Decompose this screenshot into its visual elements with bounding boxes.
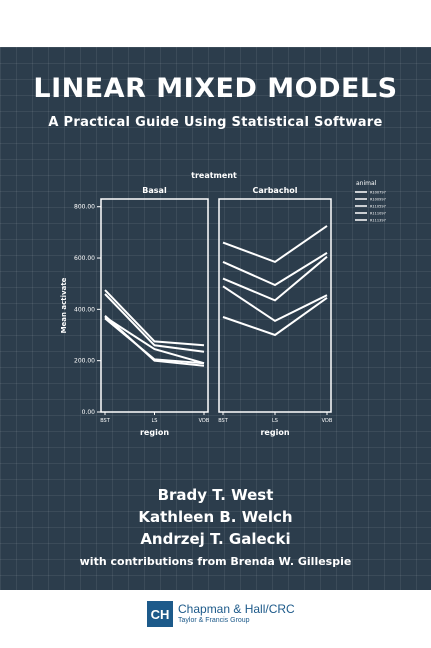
book-cover: LINEAR MIXED MODELS A Practical Guide Us… bbox=[0, 47, 431, 590]
y-tick-label: 600.00 bbox=[74, 255, 95, 262]
panel-frame-carbachol bbox=[218, 198, 332, 413]
legend-title: animal bbox=[356, 180, 377, 187]
y-tick-label: 400.00 bbox=[74, 306, 95, 313]
publisher-name: Chapman & Hall/CRC bbox=[178, 602, 295, 616]
x-axis-label: region bbox=[140, 428, 169, 437]
x-tick-label: LS bbox=[152, 418, 158, 424]
y-tick-label: 0.00 bbox=[82, 409, 96, 416]
series-line-basal-1 bbox=[104, 293, 205, 353]
series-line-carbachol-1 bbox=[222, 252, 328, 287]
y-axis-label: Mean activate bbox=[60, 277, 68, 333]
series-line-carbachol-0 bbox=[222, 225, 328, 264]
x-tick-label: LS bbox=[272, 418, 278, 424]
author-3: Andrzej T. Galecki bbox=[140, 530, 291, 548]
publisher-subtitle: Taylor & Francis Group bbox=[178, 617, 250, 624]
legend-label: R100797 bbox=[370, 191, 386, 195]
series-line-carbachol-4 bbox=[222, 296, 328, 337]
chart-strip-title: treatment bbox=[191, 171, 237, 180]
series-line-basal-4 bbox=[104, 315, 205, 367]
publisher-logo-text: CH bbox=[151, 607, 170, 622]
x-tick-label: BST bbox=[100, 418, 111, 424]
legend-label: R111097 bbox=[370, 212, 386, 216]
x-tick-label: BST bbox=[218, 418, 229, 424]
book-title: LINEAR MIXED MODELS bbox=[33, 73, 398, 104]
legend-label: R110597 bbox=[370, 205, 386, 209]
x-tick-label: VDB bbox=[199, 418, 210, 424]
panel-title-carbachol: Carbachol bbox=[252, 186, 297, 195]
x-axis-label: region bbox=[260, 428, 289, 437]
series-line-carbachol-2 bbox=[222, 255, 328, 302]
y-tick-label: 200.00 bbox=[74, 358, 95, 365]
y-tick-label: 800.00 bbox=[74, 204, 95, 211]
author-2: Kathleen B. Welch bbox=[138, 508, 293, 526]
cover-chart: treatment Basal BST LS VDB region Carbachol BST… bbox=[60, 171, 386, 437]
legend-label: R111397 bbox=[370, 219, 386, 223]
publisher-block: CH Chapman & Hall/CRC Taylor & Francis G… bbox=[0, 600, 431, 630]
panel-title-basal: Basal bbox=[142, 186, 167, 195]
author-1: Brady T. West bbox=[157, 486, 274, 504]
book-subtitle: A Practical Guide Using Statistical Soft… bbox=[48, 115, 383, 130]
series-line-carbachol-3 bbox=[222, 285, 328, 323]
x-tick-label: VDB bbox=[322, 418, 333, 424]
contributions-line: with contributions from Brenda W. Gilles… bbox=[79, 555, 352, 568]
legend-label: R100997 bbox=[370, 198, 386, 202]
publisher-logo-icon: CH bbox=[147, 601, 173, 627]
series-line-basal-2 bbox=[104, 316, 205, 365]
series-line-basal-0 bbox=[104, 289, 205, 347]
